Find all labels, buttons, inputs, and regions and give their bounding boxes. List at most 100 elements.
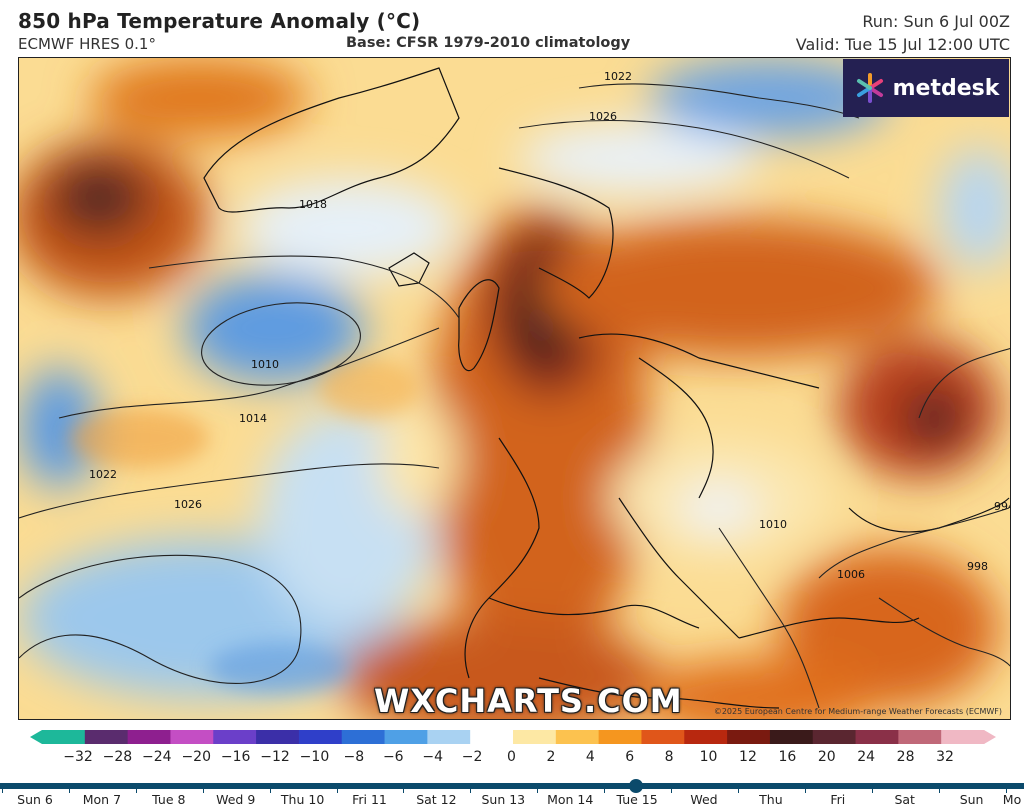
color-scale-segment bbox=[769, 730, 814, 744]
color-scale-label: −10 bbox=[299, 749, 330, 765]
color-scale-segment bbox=[127, 730, 171, 744]
isobar-label: 1018 bbox=[299, 198, 327, 211]
color-scale-segment bbox=[213, 730, 257, 744]
color-scale-segment bbox=[170, 730, 214, 744]
isobar-label: 1010 bbox=[251, 358, 279, 371]
isobar-label: 1026 bbox=[174, 498, 202, 511]
color-scale-label: 2 bbox=[546, 749, 556, 765]
color-scale-segment bbox=[855, 730, 899, 744]
isobar-label: 1022 bbox=[89, 468, 117, 481]
color-scale-label: 20 bbox=[817, 749, 836, 765]
timeline-tick bbox=[336, 789, 338, 793]
color-scale-segment bbox=[898, 730, 942, 744]
color-scale-segment bbox=[598, 730, 642, 744]
color-scale-segment bbox=[727, 730, 771, 744]
color-scale-label: −24 bbox=[142, 749, 172, 765]
copyright-notice: ©2025 European Centre for Medium-range W… bbox=[713, 707, 1002, 716]
timeline-day-sat-12[interactable]: Sat 12 bbox=[416, 792, 457, 807]
timeline-day-thu-10[interactable]: Thu 10 bbox=[280, 792, 325, 807]
timeline-day-thu[interactable]: Thu bbox=[759, 792, 783, 807]
valid-time-label: Valid: Tue 15 Jul 12:00 UTC bbox=[795, 35, 1010, 54]
metdesk-logo-icon bbox=[856, 73, 883, 103]
timeline-days: Sun 6 Mon 7 Tue 8 Wed 9 Thu 10 Fri 11 Sat 12 Su… bbox=[0, 792, 1024, 809]
timeline-day-sun-13[interactable]: Sun 13 bbox=[481, 792, 526, 807]
timeline-day-sun-6[interactable]: Sun 6 bbox=[17, 792, 53, 807]
color-scale-bar bbox=[30, 730, 996, 744]
color-scale-segment bbox=[42, 730, 86, 744]
timeline-day-fri-11[interactable]: Fri 11 bbox=[352, 792, 387, 807]
timeline-tick bbox=[2, 789, 3, 793]
isobar-label: 994 bbox=[994, 500, 1011, 513]
anomaly-map[interactable]: 1010 1018 1014 1022 1026 1022 1026 1010 … bbox=[18, 57, 1011, 720]
timeline-day-tue-8[interactable]: Tue 8 bbox=[152, 792, 186, 807]
color-scale-segment bbox=[470, 730, 514, 744]
timeline-day-fri[interactable]: Fri bbox=[830, 792, 846, 807]
color-scale-label: 0 bbox=[507, 749, 516, 765]
color-scale-label: 32 bbox=[936, 749, 954, 765]
color-scale-segment bbox=[427, 730, 471, 744]
color-scale-segment bbox=[555, 730, 600, 744]
timeline-day-mon-7[interactable]: Mon 7 bbox=[82, 792, 122, 807]
color-scale-label: −20 bbox=[181, 749, 211, 765]
color-scale-labels: −32 −28 −24 −20 −16 −12 −10 −8 −6 −4 −2 0 2 4 6 8 10 12 16… bbox=[0, 749, 1024, 767]
timeline-day-tue-15[interactable]: Tue 15 bbox=[616, 792, 658, 807]
timeline-tick bbox=[403, 789, 405, 793]
timeline-day-wed-9[interactable]: Wed 9 bbox=[216, 792, 256, 807]
model-label: ECMWF HRES 0.1° bbox=[18, 35, 156, 53]
isobar-label: 1022 bbox=[604, 70, 632, 83]
timeline-tick bbox=[537, 789, 539, 793]
color-scale-label: 16 bbox=[778, 749, 797, 765]
metdesk-logo: metdesk bbox=[843, 59, 1009, 117]
timeline-tick bbox=[871, 789, 873, 793]
color-scale-segment bbox=[256, 730, 300, 744]
timeline-day-sun[interactable]: Sun bbox=[959, 792, 984, 807]
timeline-tick bbox=[938, 789, 940, 793]
timeline-tick bbox=[269, 789, 271, 793]
isobar-label: 998 bbox=[967, 560, 988, 573]
color-scale-label: −2 bbox=[461, 749, 483, 765]
color-scale-label: 28 bbox=[896, 749, 915, 765]
color-scale-label: −8 bbox=[343, 749, 365, 765]
isobar-label: 1014 bbox=[239, 412, 267, 425]
color-scale-label: −12 bbox=[260, 749, 290, 765]
color-scale-segment bbox=[641, 730, 685, 744]
color-scale-label: 10 bbox=[699, 749, 718, 765]
timeline-tick bbox=[671, 789, 672, 793]
timeline-tick bbox=[604, 789, 606, 793]
color-scale-label: 24 bbox=[857, 749, 876, 765]
timeline-track[interactable] bbox=[0, 783, 1024, 789]
color-scale-label: −6 bbox=[382, 749, 404, 765]
color-scale-segment bbox=[812, 730, 857, 744]
color-scale-segment bbox=[341, 730, 386, 744]
timeline-handle[interactable] bbox=[629, 779, 643, 793]
run-time-label: Run: Sun 6 Jul 00Z bbox=[862, 12, 1010, 31]
timeline-tick bbox=[68, 789, 70, 793]
timeline-tick bbox=[737, 789, 739, 793]
metdesk-logo-text: metdesk bbox=[892, 75, 1000, 101]
color-scale-label: 6 bbox=[625, 749, 635, 765]
timeline-tick bbox=[470, 789, 472, 793]
color-scale-label: −4 bbox=[422, 749, 443, 765]
isobar-label: 1010 bbox=[759, 518, 787, 531]
color-scale-label: 4 bbox=[585, 749, 595, 765]
timeline-day-sat[interactable]: Sat bbox=[894, 792, 915, 807]
color-scale-segment bbox=[384, 730, 428, 744]
color-scale-label: 8 bbox=[664, 749, 674, 765]
timeline-day-mo[interactable]: Mo bbox=[1002, 792, 1022, 807]
color-scale-segment bbox=[513, 730, 557, 744]
color-scale-label: −28 bbox=[102, 749, 133, 765]
isobar-label: 1026 bbox=[589, 110, 617, 123]
timeline-day-mon-14[interactable]: Mon 14 bbox=[547, 792, 594, 807]
color-scale-segment bbox=[941, 730, 985, 744]
timeline-day-wed[interactable]: Wed bbox=[690, 792, 718, 807]
climatology-base-label: Base: CFSR 1979-2010 climatology bbox=[346, 35, 631, 51]
timeline-tick bbox=[135, 789, 137, 793]
color-scale-label: −32 bbox=[63, 749, 93, 765]
timeline-tick bbox=[804, 789, 806, 793]
chart-title: 850 hPa Temperature Anomaly (°C) bbox=[18, 9, 421, 33]
color-scale-segment bbox=[684, 730, 728, 744]
color-scale-segment bbox=[84, 730, 129, 744]
color-scale-label: −16 bbox=[220, 749, 251, 765]
timeline-tick bbox=[202, 789, 204, 793]
color-scale-label: 12 bbox=[739, 749, 757, 765]
